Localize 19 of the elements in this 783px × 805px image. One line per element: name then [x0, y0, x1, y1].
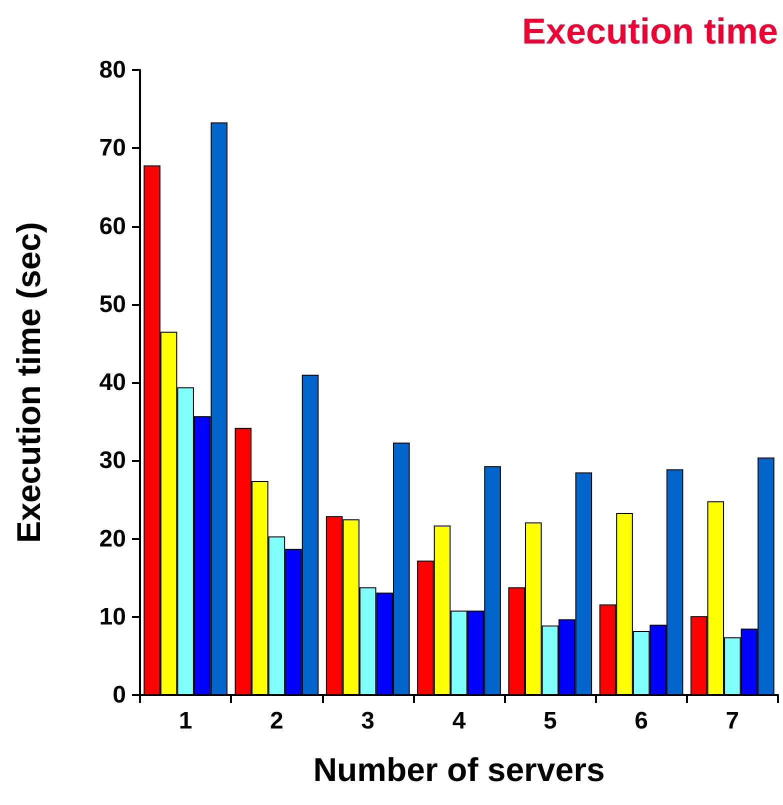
x-axis-title: Number of servers — [313, 751, 605, 788]
y-axis-title: Execution time (sec) — [10, 222, 47, 543]
y-tick-label: 60 — [99, 212, 126, 240]
chart-title: Execution time — [522, 10, 778, 52]
y-tick-label: 0 — [112, 682, 126, 708]
y-tick-label: 40 — [99, 369, 126, 396]
y-tick-label: 30 — [99, 447, 126, 474]
x-tick-label: 3 — [361, 708, 375, 734]
y-tick-label: 10 — [99, 603, 126, 630]
y-tick-label: 50 — [99, 290, 126, 318]
x-tick-label: 7 — [726, 708, 740, 734]
y-tick-label: 70 — [99, 134, 126, 162]
x-tick-label: 4 — [452, 708, 466, 734]
x-tick-label: 1 — [178, 708, 192, 734]
x-tick-label: 2 — [270, 708, 284, 734]
x-tick-label: 5 — [543, 708, 557, 734]
y-tick-label: 20 — [99, 525, 126, 552]
y-tick-label: 80 — [99, 56, 126, 84]
x-tick-label: 6 — [634, 708, 648, 734]
